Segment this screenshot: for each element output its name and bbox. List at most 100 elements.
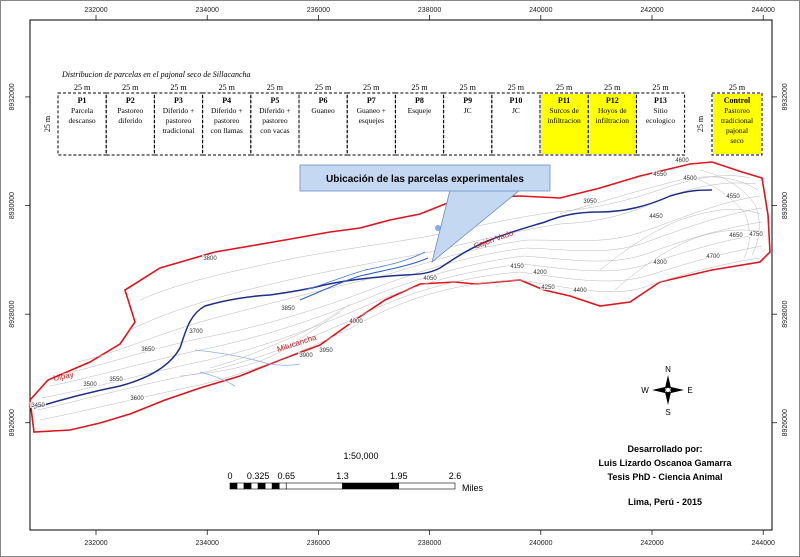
- contour-label: 4300: [653, 260, 667, 266]
- contour-label: 4500: [683, 176, 697, 182]
- x-tick-label-top: 240000: [529, 7, 552, 14]
- plot-width-label: 25 m: [267, 83, 284, 92]
- scale-segment: [398, 482, 456, 490]
- scale-segment: [278, 482, 287, 490]
- plot-width-label: 25 m: [556, 83, 573, 92]
- control-id: Control: [724, 96, 751, 105]
- y-tick-label-left: 8932000: [9, 83, 16, 110]
- plot-id: P2: [126, 96, 135, 105]
- streams: [33, 189, 713, 409]
- callout-box: [299, 164, 551, 192]
- plot-description: Pastoreo: [117, 106, 143, 115]
- compass-s: S: [665, 408, 670, 417]
- y-tick-label-left: 8930000: [9, 192, 16, 219]
- plot-highlight: [541, 94, 588, 154]
- plot-description: con llamas: [211, 126, 243, 135]
- contour-label: 3650: [141, 347, 155, 353]
- contour-label: 3500: [83, 382, 97, 388]
- plot-description: Guaneo +: [357, 106, 386, 115]
- scale-unit: Miles: [462, 483, 484, 493]
- y-tick-label-left: 8926000: [9, 409, 16, 436]
- plot-id: P6: [319, 96, 328, 105]
- contour-label: 4050: [423, 276, 437, 282]
- y-tick-label-right: 8928000: [782, 300, 789, 327]
- plot-id: P9: [463, 96, 472, 105]
- credits-line-1: Desarrollado por:: [627, 444, 702, 454]
- plot-width-label: 25 m: [508, 83, 525, 92]
- scale-segment: [229, 482, 238, 490]
- plots-panel-title: Distribucion de parcelas en el pajonal s…: [61, 70, 251, 79]
- plot-width-label: 25 m: [460, 83, 477, 92]
- compass-e: E: [687, 386, 692, 395]
- contour-label: 3600: [130, 396, 144, 402]
- scale-label: 0.325: [247, 471, 270, 481]
- study-area-boundary: [29, 161, 771, 433]
- credits-line-4: Lima, Perú - 2015: [628, 497, 702, 507]
- x-tick-label-bottom: 242000: [640, 540, 663, 547]
- y-tick-label-right: 8930000: [782, 192, 789, 219]
- scale-ratio: 1:50,000: [343, 451, 378, 461]
- plot-description: descanso: [69, 116, 96, 125]
- control-description: pajonal: [726, 126, 748, 135]
- plot-description: Diferido +: [163, 106, 195, 115]
- control-width-label: 25 m: [729, 83, 746, 92]
- scale-segment: [243, 482, 252, 490]
- contour-label: 3850: [281, 306, 295, 312]
- plot-id: P8: [415, 96, 424, 105]
- river-label-ulpay: Ulpay: [53, 370, 75, 383]
- plot-description: pastoreo: [166, 116, 192, 125]
- y-tick-label-right: 8932000: [782, 83, 789, 110]
- north-arrow: N S W E: [641, 365, 692, 417]
- plot-width-label: 25 m: [122, 83, 139, 92]
- tributary-stream-2: [304, 251, 426, 291]
- plot-id: P4: [222, 96, 231, 105]
- x-tick-label-bottom: 234000: [196, 540, 219, 547]
- x-tick-label-top: 238000: [418, 7, 441, 14]
- credits-line-3: Tesis PhD - Ciencia Animal: [607, 472, 722, 482]
- plot-description: pastoreo: [262, 116, 288, 125]
- minor-stream-2: [199, 371, 236, 387]
- plot-description: Parcela: [71, 106, 94, 115]
- contour-label: 3950: [583, 199, 597, 205]
- scale-segment: [257, 482, 266, 490]
- contour-label: 3800: [203, 256, 217, 262]
- y-tick-label-right: 8926000: [782, 409, 789, 436]
- compass-w: W: [641, 386, 649, 395]
- x-tick-label-bottom: 232000: [84, 540, 107, 547]
- contour-label: 3550: [109, 377, 123, 383]
- contour-label: 4750: [749, 232, 763, 238]
- callout-label: Ubicación de las parcelas experimentales: [326, 174, 524, 185]
- contour-label: 3450: [31, 403, 45, 409]
- x-tick-label-bottom: 238000: [418, 540, 441, 547]
- credits: Desarrollado por: Luis Lizardo Oscanoa G…: [598, 444, 732, 507]
- contour-label: 4600: [675, 158, 689, 164]
- plot-id: P1: [78, 96, 87, 105]
- coordinate-ticks: 232000 232000 234000 234000 236000 236000 2380…: [9, 7, 789, 547]
- plot-description: pastoreo: [214, 116, 240, 125]
- tributary-stream: [299, 257, 429, 301]
- plot-description: Surcos de: [549, 106, 579, 115]
- plot-description: Esqueje: [408, 106, 432, 115]
- scale-segment: [264, 482, 273, 490]
- x-tick-label-bottom: 240000: [529, 540, 552, 547]
- x-tick-label-top: 244000: [752, 7, 775, 14]
- scale-label: 0.65: [277, 471, 295, 481]
- plot-description: Hoyos de: [598, 106, 627, 115]
- credits-line-2: Luis Lizardo Oscanoa Gamarra: [598, 458, 732, 468]
- plot-description: diferido: [118, 116, 142, 125]
- contour-label: 4450: [649, 214, 663, 220]
- contour-labels: 3450 3500 3550 3600 3650 3700 3800 3850 3900 3950…: [30, 157, 764, 409]
- plot-width-label: 25 m: [363, 83, 380, 92]
- x-tick-label-top: 236000: [307, 7, 330, 14]
- plot-description: Guaneo: [311, 106, 335, 115]
- main-stream: [33, 189, 713, 409]
- control-highlight: [713, 94, 761, 154]
- plot-description: tradicional: [162, 126, 194, 135]
- control-cell: [711, 92, 763, 156]
- contour-label: 4150: [510, 264, 524, 270]
- plot-description: JC: [512, 106, 520, 115]
- contour-label: 3950: [319, 348, 333, 354]
- scale-label: 2.6: [449, 471, 462, 481]
- plot-description: Sitio: [653, 106, 667, 115]
- plot-highlight: [589, 94, 636, 154]
